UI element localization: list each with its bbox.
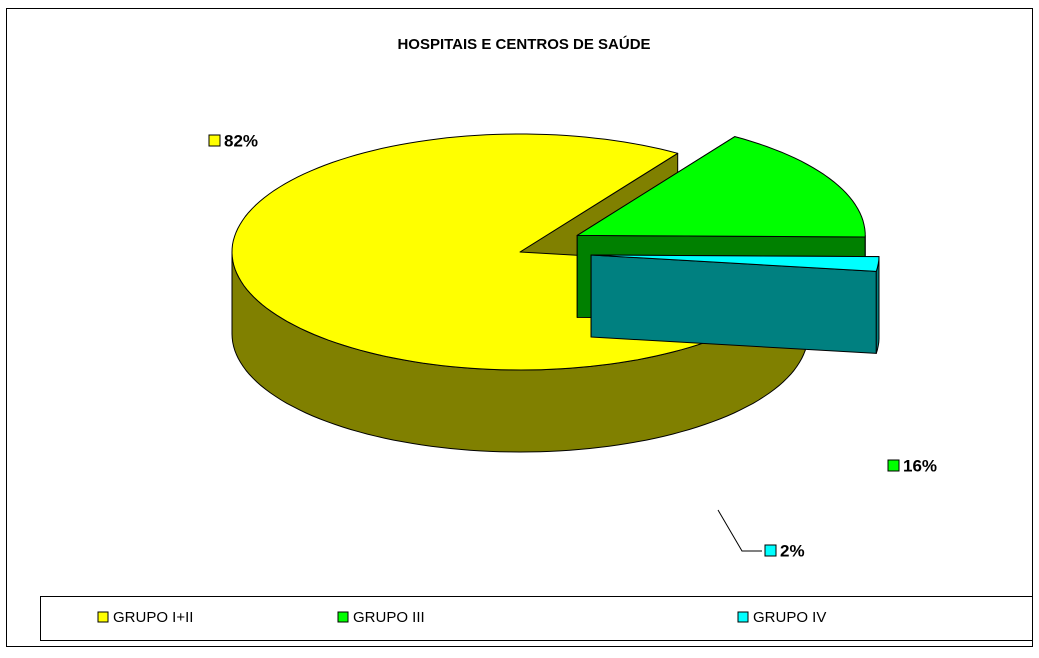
legend-label: GRUPO IV <box>753 609 826 626</box>
legend-swatch <box>97 611 109 623</box>
data-label: 2% <box>780 541 805 560</box>
legend-box <box>40 596 1033 641</box>
label-swatch <box>764 544 777 557</box>
data-label: 16% <box>903 456 937 475</box>
leader-line <box>717 509 762 552</box>
legend-label: GRUPO I+II <box>113 609 193 626</box>
slice <box>576 136 866 238</box>
slice-wall <box>590 254 877 354</box>
label-swatch <box>208 134 221 147</box>
legend-swatch <box>737 611 749 623</box>
legend-label: GRUPO III <box>353 609 425 626</box>
label-swatch <box>887 459 900 472</box>
data-label: 82% <box>224 131 258 150</box>
legend-swatch <box>337 611 349 623</box>
chart-title: HOSPITAIS E CENTROS DE SAÚDE <box>397 35 650 53</box>
slice <box>590 254 880 272</box>
